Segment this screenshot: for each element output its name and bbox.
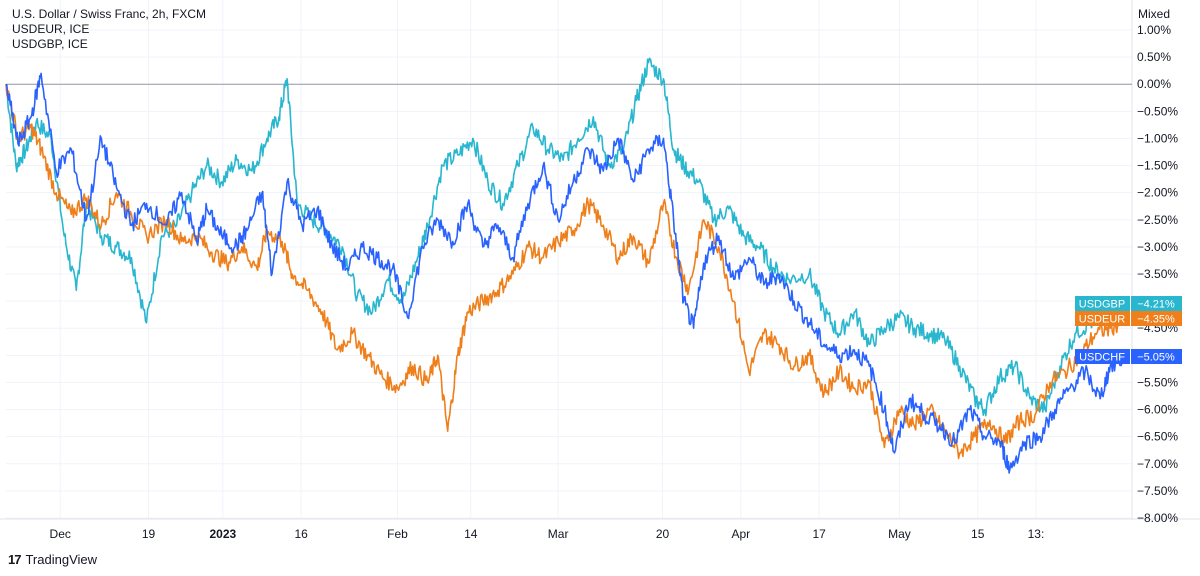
series-name-label: USDCHF xyxy=(1079,352,1125,364)
x-tick-label: Feb xyxy=(387,527,408,541)
y-tick-label: −7.50% xyxy=(1137,484,1178,498)
x-tick-label: Dec xyxy=(50,527,71,541)
tradingview-logo-icon: 17 xyxy=(8,552,22,567)
y-tick-label: −8.00% xyxy=(1137,511,1178,525)
y-tick-label: −2.50% xyxy=(1137,213,1178,227)
x-axis[interactable]: Dec 19 2023 16 Feb 14 Mar 20 Apr 17 May 15 13: xyxy=(50,527,1045,541)
tradingview-brand: TradingView xyxy=(25,552,98,567)
x-tick-label: May xyxy=(888,527,911,541)
grid xyxy=(0,0,1200,520)
chart-legend: U.S. Dollar / Swiss Franc, 2h, FXCM USDE… xyxy=(12,7,206,52)
y-tick-label: −3.50% xyxy=(1137,267,1178,281)
legend-usdgbp[interactable]: USDGBP, ICE xyxy=(12,37,88,51)
y-tick-label: −5.50% xyxy=(1137,375,1178,389)
y-tick-label: −1.50% xyxy=(1137,159,1178,173)
y-tick-label: −6.50% xyxy=(1137,430,1178,444)
x-tick-label: Mar xyxy=(548,527,569,541)
x-tick-label: 16 xyxy=(294,527,308,541)
series-line-usdeur xyxy=(5,84,1127,460)
legend-usdchf[interactable]: U.S. Dollar / Swiss Franc, 2h, FXCM xyxy=(12,7,207,21)
tradingview-footer[interactable]: 17 TradingView xyxy=(8,552,97,567)
y-tick-label: 0.00% xyxy=(1137,77,1171,91)
series-name-tag xyxy=(1075,296,1130,311)
x-tick-label: 17 xyxy=(812,527,826,541)
last-value-usdgbp: USDGBP −4.21% xyxy=(1075,296,1182,311)
series-name-tag xyxy=(1075,311,1130,326)
series-value-tag xyxy=(1131,311,1182,326)
series-name-label: USDEUR xyxy=(1079,314,1126,326)
y-tick-label: 1.00% xyxy=(1137,23,1171,37)
series-value-label: −5.05% xyxy=(1137,352,1175,364)
last-value-labels: USDCHF −5.05% USDEUR −4.35% USDGBP −4.21% xyxy=(1075,296,1182,364)
x-tick-label: 14 xyxy=(464,527,478,541)
last-value-usdeur: USDEUR −4.35% xyxy=(1075,311,1182,326)
series-name-label: USDGBP xyxy=(1079,299,1125,311)
x-tick-label: 2023 xyxy=(209,527,236,541)
x-tick-label: 15 xyxy=(971,527,985,541)
series-value-tag xyxy=(1131,349,1182,364)
x-tick-label: 19 xyxy=(142,527,156,541)
y-tick-label: −6.00% xyxy=(1137,403,1178,417)
y-tick-label: −7.00% xyxy=(1137,457,1178,471)
x-tick-label: Apr xyxy=(731,527,750,541)
series-value-label: −4.35% xyxy=(1137,314,1175,326)
last-value-usdchf: USDCHF −5.05% xyxy=(1075,349,1182,364)
series-name-tag xyxy=(1075,349,1130,364)
series-value-label: −4.21% xyxy=(1137,299,1175,311)
legend-usdeur[interactable]: USDEUR, ICE xyxy=(12,22,90,36)
price-scale-mode-label[interactable]: Mixed xyxy=(1138,7,1170,21)
series-value-tag xyxy=(1131,296,1182,311)
y-axis[interactable]: 1.00% 0.50% 0.00% −0.50% −1.00% −1.50% −2.00% −… xyxy=(1137,23,1178,525)
x-tick-label: 20 xyxy=(656,527,670,541)
y-tick-label: 0.50% xyxy=(1137,50,1171,64)
series-line-usdgbp xyxy=(5,57,1127,417)
y-tick-label: −1.00% xyxy=(1137,131,1178,145)
y-tick-label: −3.00% xyxy=(1137,240,1178,254)
series-lines xyxy=(5,57,1127,474)
x-tick-label: 13: xyxy=(1028,527,1045,541)
series-line-usdchf xyxy=(5,72,1127,474)
y-tick-label: −0.50% xyxy=(1137,104,1178,118)
y-tick-label: −2.00% xyxy=(1137,186,1178,200)
